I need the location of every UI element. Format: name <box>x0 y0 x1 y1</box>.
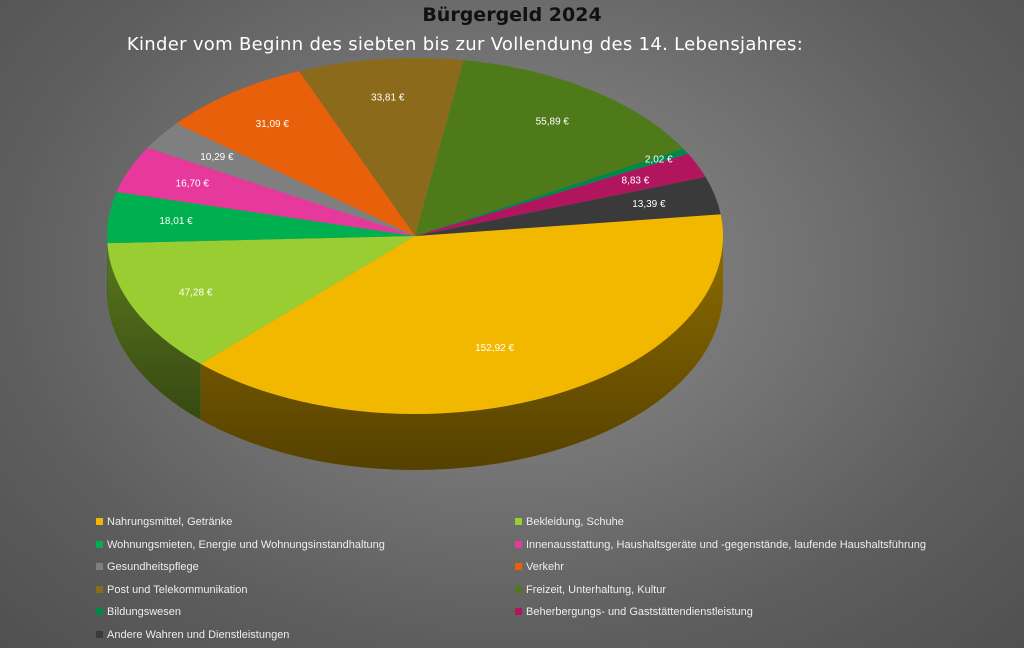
legend-item-0: Nahrungsmittel, Getränke <box>96 516 232 528</box>
pie-slice-5 <box>176 71 415 236</box>
data-label-2: 18,01 € <box>159 216 193 227</box>
legend-item-5: Verkehr <box>515 561 564 573</box>
legend-item-4: Gesundheitspflege <box>96 561 199 573</box>
legend-item-8: Bildungswesen <box>96 606 181 618</box>
pie-slice-1 <box>107 236 415 364</box>
pie-tops <box>107 57 724 415</box>
legend-swatch <box>515 540 522 548</box>
legend-swatch <box>515 563 522 570</box>
legend-swatch <box>515 518 522 525</box>
legend-label: Verkehr <box>526 561 564 573</box>
legend-swatch <box>96 585 103 593</box>
data-label-9: 8,83 € <box>622 175 650 186</box>
legend-swatch <box>96 608 103 615</box>
pie-slice-4 <box>147 123 415 236</box>
data-label-8: 2,02 € <box>645 154 673 165</box>
pie-slice-7 <box>415 60 684 236</box>
chart-title: Bürgergeld 2024 <box>422 4 602 26</box>
data-label-10: 13,39 € <box>632 199 666 210</box>
legend-item-2: Wohnungsmieten, Energie und Wohnungsinst… <box>96 539 385 551</box>
data-label-4: 10,29 € <box>200 152 234 163</box>
legend-swatch <box>96 518 103 525</box>
legend-label: Andere Wahren und Dienstleistungen <box>107 628 290 641</box>
legend-swatch <box>515 585 522 593</box>
pie-slice-8 <box>415 148 689 236</box>
legend-swatch <box>515 608 522 615</box>
pie-slice-6 <box>299 57 464 236</box>
legend-item-6: Post und Telekommunikation <box>96 584 247 596</box>
legend-label: Innenausstattung, Haushaltsgeräte und -g… <box>526 538 926 551</box>
legend-label: Beherbergungs- und Gaststättendienstleis… <box>526 606 753 618</box>
pie-slice-9 <box>415 153 706 236</box>
pie-slice-0 <box>200 214 724 415</box>
pie-data-labels: 152,92 € 47,28 € 18,01 € 16,70 € 10,29 € 31,0… <box>159 93 673 354</box>
pie-side-shade-0 <box>200 236 723 471</box>
legend-label: Bildungswesen <box>107 606 181 618</box>
legend-label: Gesundheitspflege <box>107 561 199 573</box>
legend-label: Bekleidung, Schuhe <box>526 516 624 528</box>
legend-item-9: Beherbergungs- und Gaststättendienstleis… <box>515 606 753 618</box>
legend-label: Wohnungsmieten, Energie und Wohnungsinst… <box>107 538 385 551</box>
data-label-3: 16,70 € <box>176 179 210 190</box>
legend-swatch <box>96 540 103 548</box>
data-label-1: 47,28 € <box>179 287 213 298</box>
pie-side-shade-1 <box>107 243 201 420</box>
data-label-6: 33,81 € <box>371 93 405 104</box>
legend-item-7: Freizeit, Unterhaltung, Kultur <box>515 584 666 596</box>
pie-slice-3 <box>116 147 415 236</box>
legend-label: Post und Telekommunikation <box>107 583 248 596</box>
legend-label: Nahrungsmittel, Getränke <box>107 516 233 528</box>
legend-item-1: Bekleidung, Schuhe <box>515 516 624 528</box>
data-label-7: 55,89 € <box>536 117 570 128</box>
legend-swatch <box>96 630 103 638</box>
legend-item-10: Andere Wahren und Dienstleistungen <box>96 629 289 641</box>
data-label-5: 31,09 € <box>256 119 290 130</box>
legend-label: Freizeit, Unterhaltung, Kultur <box>526 583 667 596</box>
data-label-0: 152,92 € <box>475 343 514 354</box>
legend-item-3: Innenausstattung, Haushaltsgeräte und -g… <box>515 539 926 551</box>
chart-subtitle: Kinder vom Beginn des siebten bis zur Vo… <box>126 34 804 55</box>
pie-slice-2 <box>107 192 415 244</box>
legend-swatch <box>96 563 103 570</box>
pie-slice-10 <box>415 177 721 236</box>
pie-sides <box>107 236 723 471</box>
